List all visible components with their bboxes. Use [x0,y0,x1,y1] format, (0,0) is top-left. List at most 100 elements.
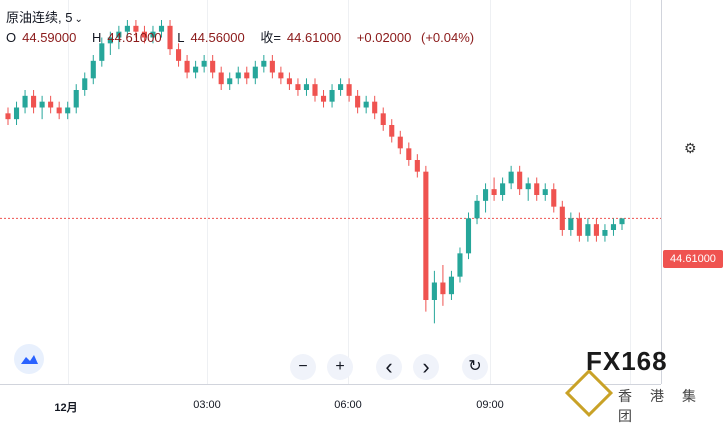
candle [602,224,608,242]
low-label: L [177,30,185,45]
candle [278,66,284,85]
change-value: +0.02000 [356,30,412,45]
candle [619,218,625,230]
zoom-in-button[interactable]: + [327,354,353,380]
candlestick-series [0,20,661,324]
candle [13,101,20,125]
low-value: 44.56000 [190,30,245,45]
candle-body [73,90,79,108]
candle-body [175,49,182,61]
candle [65,101,71,120]
candle [227,72,233,90]
candle [329,84,335,108]
scroll-right-button[interactable]: › [413,354,439,380]
candle-body [269,60,275,73]
watermark-brand: FX168 [586,346,668,376]
candle [184,55,190,79]
candle-body [65,107,71,114]
candle [500,177,506,201]
candle-body [218,72,224,85]
candle [31,90,37,114]
grid-line [490,0,491,384]
candle [73,84,79,114]
close-label: 收= [260,30,281,45]
candle-body [602,230,608,236]
ohlc-values: O 44.59000 H 44.61000 L 44.56000 收= 44.61000… [6,28,480,48]
candle [150,25,156,44]
open-value: 44.59000 [22,30,77,45]
candle [193,60,199,79]
candle [48,95,54,114]
candle [286,72,292,90]
candle-body [261,60,267,67]
candle-body [133,25,139,32]
tradingview-logo-icon[interactable] [14,344,44,374]
candle [372,95,378,120]
candle-body [13,107,20,120]
candle-body [90,60,96,79]
candle-body [397,136,403,149]
candle [423,165,429,312]
candle-body [593,224,599,236]
candle-body [201,60,207,67]
gear-icon[interactable]: ⚙ [684,140,697,156]
candle [542,183,548,201]
candle-body [414,160,420,172]
open-label: O [6,30,17,45]
candle-body [227,78,233,85]
candle [210,55,216,79]
candle [346,78,352,102]
grid-line [207,0,208,384]
candle [525,177,531,201]
candle [568,212,574,236]
candle-body [107,37,113,44]
candle-body [31,95,37,108]
symbol-name[interactable]: 原油连续 [6,10,59,25]
candle [517,165,523,195]
candle-body [559,206,565,230]
candle-body [431,282,437,300]
candle-body [482,189,489,201]
candle-body [235,72,241,79]
candle [116,25,122,50]
candle [141,25,148,44]
candle-body [22,95,28,108]
candle [551,183,557,213]
candle-body [465,218,472,254]
candle [22,90,28,114]
candle [244,66,250,85]
candle-body [355,95,361,108]
candle-body [474,200,480,219]
scroll-left-button[interactable]: ‹ [376,354,402,380]
candle [482,183,489,213]
candle-body [440,282,446,295]
candle-body [363,101,369,108]
candle [508,165,514,190]
chevron-down-icon[interactable]: ⌄ [74,14,83,25]
candle-body [167,25,173,50]
time-axis[interactable] [0,384,661,420]
candle [363,95,369,114]
candle-body [346,84,352,96]
candle-body [372,101,378,114]
candle [380,107,386,131]
grid-line [630,0,631,384]
candle-body [150,31,156,38]
zoom-out-button[interactable]: − [290,354,316,380]
candle-body [124,25,130,32]
candle [56,101,62,120]
candle [338,78,344,96]
price-axis[interactable] [661,0,727,384]
time-label-day: 12月 [54,402,78,414]
chart-pane[interactable] [0,0,661,384]
candle-body [48,101,54,108]
time-label-0300: 03:00 [193,399,221,411]
reset-chart-button[interactable]: ↻ [462,354,488,380]
candle-body [329,90,335,102]
candle-body [5,113,11,120]
candle [534,177,540,201]
candle-body [389,125,395,137]
candle [175,43,182,67]
candle-body [423,171,429,300]
interval-label[interactable]: 5 [65,10,73,25]
